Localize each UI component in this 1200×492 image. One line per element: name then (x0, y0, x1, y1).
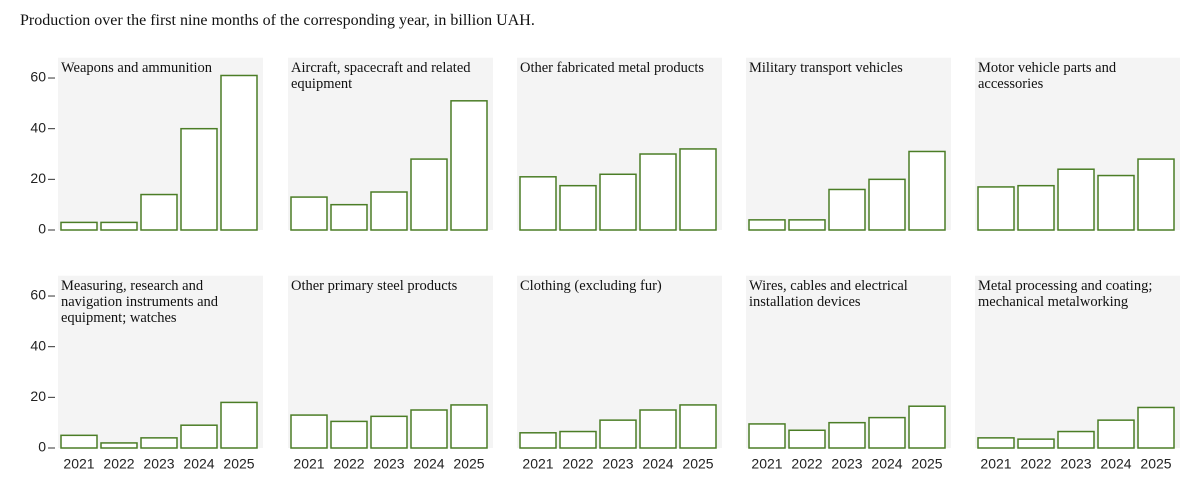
panel-title: Other fabricated metal products (520, 59, 704, 76)
bar (1017, 184, 1055, 231)
x-tick-label: 2022 (562, 456, 593, 472)
bar (1137, 158, 1175, 231)
y-tick-label: 40 (30, 337, 46, 353)
bar (140, 193, 178, 231)
bar (290, 414, 328, 449)
x-tick-label: 2023 (143, 456, 174, 472)
bar (60, 221, 98, 231)
x-tick-label: 2024 (642, 456, 673, 472)
x-tick-label: 2025 (453, 456, 484, 472)
x-tick-label: 2024 (1100, 456, 1131, 472)
bar (679, 148, 717, 231)
bar (977, 186, 1015, 231)
bar (828, 188, 866, 231)
bar (908, 150, 946, 231)
x-tick-label: 2021 (751, 456, 782, 472)
bar (748, 423, 786, 449)
bar (519, 432, 557, 449)
bar (679, 404, 717, 449)
bar (60, 434, 98, 449)
bar (559, 430, 597, 449)
x-tick-label: 2022 (333, 456, 364, 472)
bar (788, 429, 826, 449)
x-tick-label: 2021 (63, 456, 94, 472)
bar (599, 419, 637, 449)
bar (1057, 168, 1095, 231)
bar (180, 127, 218, 231)
panel-title: Wires, cables and electrical installatio… (749, 277, 908, 310)
x-tick-label: 2025 (682, 456, 713, 472)
panel-title: Measuring, research and navigation instr… (61, 277, 219, 326)
x-tick-label: 2024 (183, 456, 214, 472)
x-tick-label: 2023 (1060, 456, 1091, 472)
x-tick-label: 2025 (223, 456, 254, 472)
bar (220, 74, 258, 231)
bar (1017, 438, 1055, 449)
bar (450, 404, 488, 449)
y-tick-label: 0 (38, 439, 46, 455)
x-tick-label: 2021 (293, 456, 324, 472)
bar (599, 173, 637, 231)
y-tick-label: 0 (38, 221, 46, 237)
y-tick-label: 40 (30, 119, 46, 135)
bar (290, 196, 328, 231)
x-tick-label: 2021 (980, 456, 1011, 472)
bar (977, 437, 1015, 449)
bar (868, 416, 906, 449)
x-tick-label: 2024 (413, 456, 444, 472)
panel-title: Metal processing and coating; mechanical… (978, 277, 1153, 310)
bar (410, 158, 448, 231)
bar (1137, 406, 1175, 449)
bar (1097, 174, 1135, 231)
bar (788, 219, 826, 231)
bar (1097, 419, 1135, 449)
bar (330, 203, 368, 231)
bar (639, 409, 677, 449)
y-tick-label: 60 (30, 69, 46, 85)
bar (220, 401, 258, 449)
bar (370, 191, 408, 231)
bar (180, 424, 218, 449)
x-tick-label: 2025 (1140, 456, 1171, 472)
bar (639, 153, 677, 231)
bar (370, 415, 408, 449)
x-tick-label: 2025 (911, 456, 942, 472)
bar (100, 442, 138, 449)
panel-title: Other primary steel products (291, 277, 458, 294)
panel-title: Military transport vehicles (749, 59, 903, 76)
y-tick-label: 20 (30, 170, 46, 186)
x-tick-label: 2022 (1020, 456, 1051, 472)
bar (450, 100, 488, 231)
y-tick-label: 60 (30, 287, 46, 303)
bar (868, 178, 906, 231)
bar (100, 221, 138, 231)
bar (330, 420, 368, 449)
page-title: Production over the first nine months of… (20, 12, 535, 29)
x-tick-label: 2022 (103, 456, 134, 472)
panel-title: Clothing (excluding fur) (520, 277, 662, 294)
x-tick-label: 2023 (373, 456, 404, 472)
bar (140, 437, 178, 449)
x-tick-label: 2024 (871, 456, 902, 472)
bar (519, 176, 557, 231)
bar (559, 184, 597, 231)
x-tick-label: 2023 (831, 456, 862, 472)
x-tick-label: 2023 (602, 456, 633, 472)
bar (828, 421, 866, 449)
bar (1057, 430, 1095, 449)
panel-title: Weapons and ammunition (61, 59, 213, 76)
bar (908, 405, 946, 449)
y-tick-label: 20 (30, 388, 46, 404)
panel-title: Aircraft, spacecraft and related equipme… (291, 59, 471, 92)
panel-title: Motor vehicle parts and accessories (978, 59, 1117, 92)
x-tick-label: 2022 (791, 456, 822, 472)
bar (748, 219, 786, 231)
bar (410, 409, 448, 449)
x-tick-label: 2021 (522, 456, 553, 472)
